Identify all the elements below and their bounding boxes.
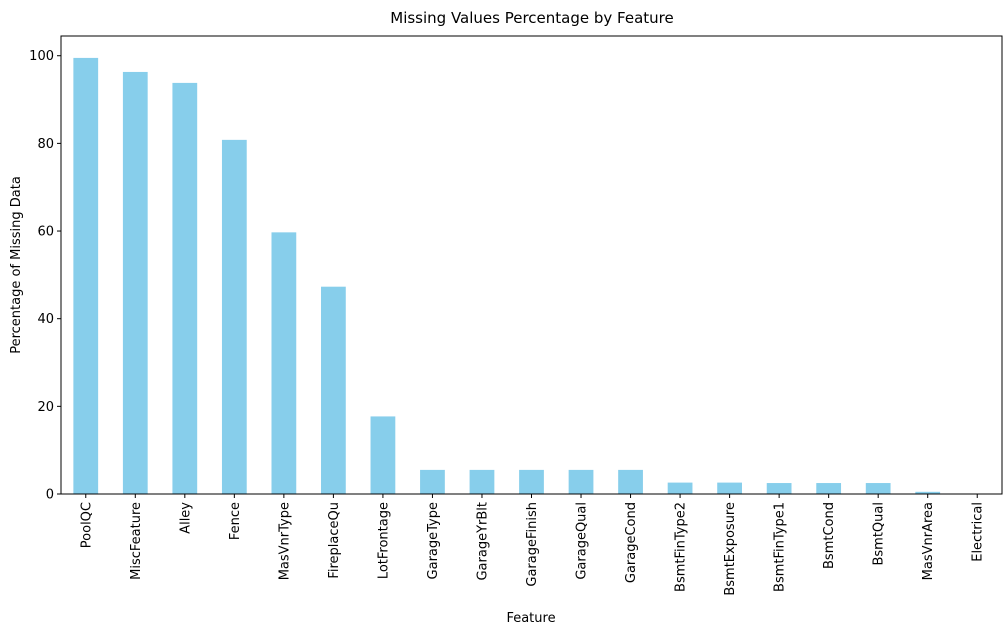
bar-bsmtfintype2 (667, 482, 693, 494)
y-tick-label: 100 (29, 49, 54, 64)
plot-frame (60, 35, 1003, 495)
y-tick-label: 0 (46, 488, 54, 503)
x-axis-ticks: PoolQC MiscFeature Alley Fence MasVnrType Fir… (79, 494, 986, 596)
x-axis-title: Feature (506, 611, 555, 626)
x-tick-label-miscfeature: MiscFeature (129, 502, 144, 580)
bar-garagecond (618, 469, 643, 494)
x-tick-label-fence: Fence (228, 502, 243, 540)
x-tick-label-garageyrblt: GarageYrBlt (475, 502, 490, 581)
y-tick-label: 20 (37, 400, 54, 415)
bar-fence (221, 139, 247, 494)
bar-garagefinish (519, 469, 544, 494)
bar-bsmtfintype1 (766, 483, 792, 494)
x-tick-label-bsmtfintype1: BsmtFinType1 (773, 502, 788, 592)
x-tick-label-fireplacequ: FireplaceQu (327, 502, 342, 579)
bar-poolqc (73, 57, 99, 494)
y-tick-label: 80 (37, 137, 54, 152)
bar-garagetype (420, 469, 445, 494)
y-axis-ticks: 0 20 40 60 80 100 (29, 49, 61, 503)
y-tick-label: 40 (37, 312, 54, 327)
x-tick-label-lotfrontage: LotFrontage (376, 502, 391, 579)
bars-layer (73, 57, 990, 495)
bar-garagequal (568, 469, 594, 494)
x-tick-label-bsmtcond: BsmtCond (822, 502, 837, 569)
bar-masvnrarea (915, 491, 941, 494)
x-tick-label-bsmtfintype2: BsmtFinType2 (674, 502, 689, 592)
bar-masvnrtype (271, 232, 297, 494)
x-tick-label-electrical: Electrical (971, 502, 986, 562)
y-axis-title: Percentage of Missing Data (9, 176, 24, 354)
bar-bsmtexposure (717, 482, 742, 494)
bar-miscfeature (122, 71, 148, 494)
x-tick-label-masvnrarea: MasVnrArea (921, 502, 936, 580)
x-tick-label-garagetype: GarageType (426, 502, 441, 579)
x-tick-label-garagequal: GarageQual (575, 502, 590, 580)
bar-lotfrontage (370, 416, 396, 494)
y-tick-label: 60 (37, 225, 54, 240)
axes-layer (60, 35, 1003, 495)
x-tick-label-masvnrtype: MasVnrType (277, 502, 292, 580)
bar-alley (172, 82, 198, 495)
x-tick-label-alley: Alley (178, 502, 193, 534)
bar-bsmtqual (865, 483, 891, 494)
bar-garageyrblt (469, 469, 495, 494)
x-tick-label-bsmtqual: BsmtQual (872, 502, 887, 566)
x-tick-label-garagecond: GarageCond (624, 502, 639, 583)
x-tick-label-garagefinish: GarageFinish (525, 502, 540, 587)
chart-title: Missing Values Percentage by Feature (390, 9, 673, 27)
x-tick-label-bsmtexposure: BsmtExposure (723, 502, 738, 596)
x-tick-label-poolqc: PoolQC (79, 502, 94, 548)
bar-fireplacequ (321, 286, 346, 494)
bar-bsmtcond (816, 483, 842, 494)
